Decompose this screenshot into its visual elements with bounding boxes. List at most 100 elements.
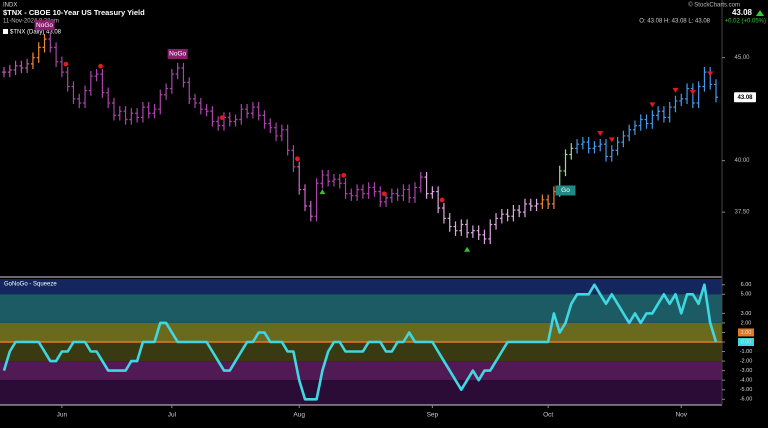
price-bar bbox=[412, 182, 417, 203]
zone-band bbox=[0, 361, 722, 381]
price-bar bbox=[256, 101, 261, 121]
price-bar bbox=[175, 62, 180, 80]
price-bar bbox=[673, 95, 678, 113]
signal-dot bbox=[381, 191, 387, 197]
x-tick-label: Sep bbox=[427, 412, 439, 419]
signal-dot bbox=[295, 156, 300, 162]
y-tick-label: 40.00 bbox=[734, 158, 750, 164]
y-tick-label: 1.00 bbox=[741, 330, 752, 336]
price-bar bbox=[372, 182, 377, 197]
price-bar bbox=[216, 116, 221, 131]
price-bar bbox=[366, 182, 371, 199]
price-bar bbox=[638, 114, 643, 131]
exchange: INDX bbox=[3, 3, 17, 9]
signal-dot bbox=[63, 61, 69, 67]
price-bar bbox=[650, 110, 655, 129]
price-bar bbox=[297, 161, 302, 195]
price-bar bbox=[465, 219, 470, 238]
price-bar bbox=[77, 93, 82, 109]
price-bar bbox=[210, 106, 215, 127]
price-bar bbox=[158, 89, 163, 115]
signal-down bbox=[707, 71, 714, 77]
price-bar bbox=[111, 97, 116, 121]
panel-title: GoNoGo - Squeeze bbox=[4, 282, 57, 288]
price-bar bbox=[140, 101, 145, 123]
price-bar bbox=[343, 178, 348, 199]
y-tick-label: -3.00 bbox=[740, 368, 753, 374]
oscillator-background bbox=[0, 279, 722, 405]
signal-up bbox=[319, 189, 326, 195]
price-bar bbox=[441, 202, 446, 224]
change: +0.02 (+0.05%) bbox=[725, 19, 766, 25]
price-bar bbox=[494, 213, 499, 230]
price-bar bbox=[25, 58, 30, 74]
price-bar bbox=[499, 209, 504, 224]
price-bar bbox=[314, 178, 319, 222]
annotation: NoGo bbox=[36, 22, 53, 29]
legend-entry: $TNX (Daily) 43.08 bbox=[10, 30, 62, 36]
price-bar bbox=[517, 204, 522, 218]
signal-down bbox=[608, 137, 615, 143]
price-bar bbox=[320, 169, 325, 189]
price-bar bbox=[250, 101, 255, 119]
price-bar bbox=[198, 97, 203, 115]
price-bar bbox=[59, 56, 64, 78]
price-bar bbox=[146, 101, 151, 119]
price-bar bbox=[291, 145, 296, 172]
price-bar bbox=[575, 139, 580, 154]
price-bar bbox=[30, 52, 35, 69]
signal-down bbox=[597, 131, 604, 137]
price-bar bbox=[609, 145, 614, 162]
x-tick-label: Jun bbox=[57, 412, 68, 419]
zone-band bbox=[0, 322, 722, 342]
price-bar bbox=[94, 69, 99, 82]
x-tick-label: Aug bbox=[293, 412, 305, 419]
price-bar bbox=[453, 221, 458, 236]
price-bar bbox=[227, 112, 232, 127]
signal-down bbox=[672, 87, 679, 93]
price-bar bbox=[135, 108, 140, 123]
price-bar bbox=[48, 33, 53, 53]
price-bar bbox=[169, 69, 174, 94]
price-bar bbox=[430, 186, 435, 199]
price-bar bbox=[482, 229, 487, 245]
price-bar bbox=[285, 124, 290, 156]
price-bar bbox=[702, 66, 707, 92]
last-price: 43.08 bbox=[732, 8, 753, 17]
price-bar bbox=[349, 188, 354, 201]
price-bar bbox=[656, 106, 661, 121]
price-bar bbox=[401, 184, 406, 201]
price-bar bbox=[395, 188, 400, 201]
signal-dot bbox=[219, 115, 225, 121]
y-tick-label: 45.00 bbox=[734, 55, 750, 61]
price-bar bbox=[586, 136, 591, 154]
price-bar bbox=[274, 122, 279, 142]
price-bar bbox=[580, 136, 585, 150]
price-bar bbox=[71, 81, 76, 105]
zone-band bbox=[0, 380, 722, 405]
signal-down bbox=[689, 89, 696, 95]
y-tick-label: 6.00 bbox=[741, 282, 752, 288]
price-bar bbox=[123, 106, 128, 125]
price-bar bbox=[233, 114, 238, 127]
price-bar bbox=[42, 33, 47, 53]
price-bar bbox=[546, 194, 551, 210]
price-bar bbox=[488, 219, 493, 245]
price-bar bbox=[187, 77, 192, 105]
price-bar bbox=[106, 87, 111, 109]
price-bar bbox=[152, 104, 157, 119]
price-bar bbox=[2, 66, 6, 78]
price-bar bbox=[592, 141, 597, 154]
price-bar bbox=[667, 101, 672, 123]
title: $TNX - CBOE 10-Year US Treasury Yield bbox=[3, 8, 145, 17]
annotation: Go bbox=[561, 187, 570, 194]
price-bar bbox=[308, 200, 313, 222]
price-bar bbox=[164, 83, 169, 100]
price-bar bbox=[540, 194, 545, 210]
price-bar bbox=[604, 139, 609, 162]
annotation-box bbox=[555, 185, 576, 196]
price-bar bbox=[632, 120, 637, 135]
price-bar bbox=[129, 108, 134, 125]
